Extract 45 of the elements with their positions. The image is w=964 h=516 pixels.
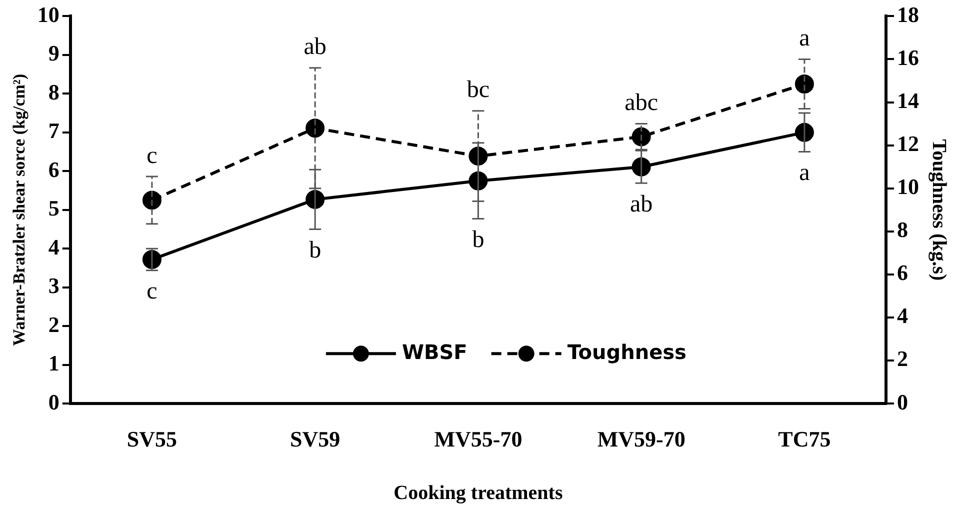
y-tick-label: 3 <box>48 273 60 298</box>
y-tick-label: 8 <box>48 79 60 104</box>
y-tick-label: 9 <box>48 40 60 66</box>
y-tick-label: 7 <box>48 118 60 144</box>
point <box>306 118 325 138</box>
annotation: ab <box>630 191 653 218</box>
annotation: abc <box>624 90 658 116</box>
annotation: bc <box>466 77 490 104</box>
point <box>794 74 814 94</box>
y2-tick-label: 14 <box>897 88 919 113</box>
y-tick-label: 2 <box>48 312 60 337</box>
y2-tick-label: 18 <box>897 2 919 27</box>
y2-tick-label: 12 <box>897 131 919 156</box>
y2-tick-label: 10 <box>897 174 919 200</box>
annotation: b <box>309 238 322 264</box>
point <box>632 127 651 146</box>
y2-tick-label: 4 <box>897 303 908 328</box>
y2-tick-label: 6 <box>897 260 908 286</box>
x-axis-title: Cooking treatments <box>394 482 563 504</box>
y2-tick-label: 2 <box>897 346 908 372</box>
annotation: a <box>799 26 810 52</box>
y-tick-label: 6 <box>48 156 60 182</box>
y-axis-title: Warner-Bratzler shear sorce (kg/cm²) <box>10 74 29 346</box>
x-tick-label: SV55 <box>126 426 178 452</box>
y2-tick-label: 16 <box>897 44 919 70</box>
y-tick-label: 5 <box>48 196 60 221</box>
legend-label: Toughness <box>567 340 686 364</box>
y-tick-label: 0 <box>48 389 60 414</box>
legend-label: WBSF <box>402 340 468 364</box>
x-tick-label: TC75 <box>778 426 831 452</box>
x-tick-label: MV59-70 <box>597 426 686 452</box>
y-tick-label: 10 <box>37 2 60 27</box>
point <box>142 190 162 210</box>
y2-tick-label: 8 <box>897 217 908 242</box>
annotation: a <box>799 160 810 186</box>
annotation: ab <box>304 34 326 60</box>
y-tick-label: 1 <box>48 350 60 376</box>
x-tick-label: SV59 <box>290 426 340 452</box>
y2-tick-label: 0 <box>897 389 908 414</box>
x-tick-label: MV55-70 <box>434 426 522 452</box>
y2-axis-title: Toughness (kg.s) <box>928 139 950 281</box>
annotation: c <box>146 278 158 305</box>
annotation: b <box>472 227 484 254</box>
annotation: c <box>146 142 158 169</box>
y-tick-label: 4 <box>48 234 60 260</box>
